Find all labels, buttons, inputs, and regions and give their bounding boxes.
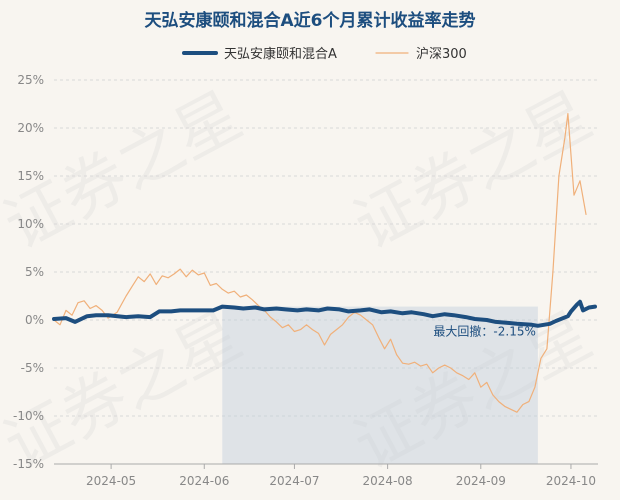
y-tick-label: 5% [25, 265, 44, 279]
y-tick-label: 20% [17, 121, 44, 135]
y-tick-label: 15% [17, 169, 44, 183]
x-tick-label: 2024-08 [363, 474, 413, 488]
chart-title: 天弘安康颐和混合A近6个月累计收益率走势 [145, 10, 476, 31]
max-drawdown-region: 最大回撤：-2.15% [222, 306, 538, 464]
drawdown-shade [222, 306, 538, 464]
y-tick-label: -15% [13, 457, 44, 471]
x-tick-label: 2024-10 [546, 474, 596, 488]
legend-label: 天弘安康颐和混合A [224, 46, 337, 62]
x-axis: 2024-05 2024-06 2024-07 2024-08 2024-09 2024-… [54, 463, 598, 488]
y-tick-label: -10% [13, 409, 44, 423]
fund-series-line [52, 299, 597, 328]
y-tick-label: 10% [17, 217, 44, 231]
x-tick-label: 2024-07 [269, 474, 319, 488]
series-layer [52, 113, 597, 413]
watermark-text: 证券之星 [343, 79, 604, 265]
legend: 天弘安康颐和混合A 沪深300 [182, 46, 467, 62]
benchmark-series-line [53, 113, 587, 413]
y-axis: 25% 20% 15% 10% 5% 0% -5% -10% -15% [13, 73, 44, 471]
y-tick-label: 25% [17, 73, 44, 87]
y-tick-label: -5% [21, 361, 44, 375]
drawdown-label: 最大回撤：-2.15% [433, 323, 535, 338]
legend-item-benchmark: 沪深300 [375, 46, 467, 62]
x-tick-label: 2024-09 [456, 474, 506, 488]
y-tick-label: 0% [25, 313, 44, 327]
legend-label: 沪深300 [416, 46, 467, 62]
x-tick-label: 2024-06 [179, 474, 229, 488]
legend-item-fund: 天弘安康颐和混合A [182, 46, 337, 62]
x-tick-label: 2024-05 [86, 474, 136, 488]
